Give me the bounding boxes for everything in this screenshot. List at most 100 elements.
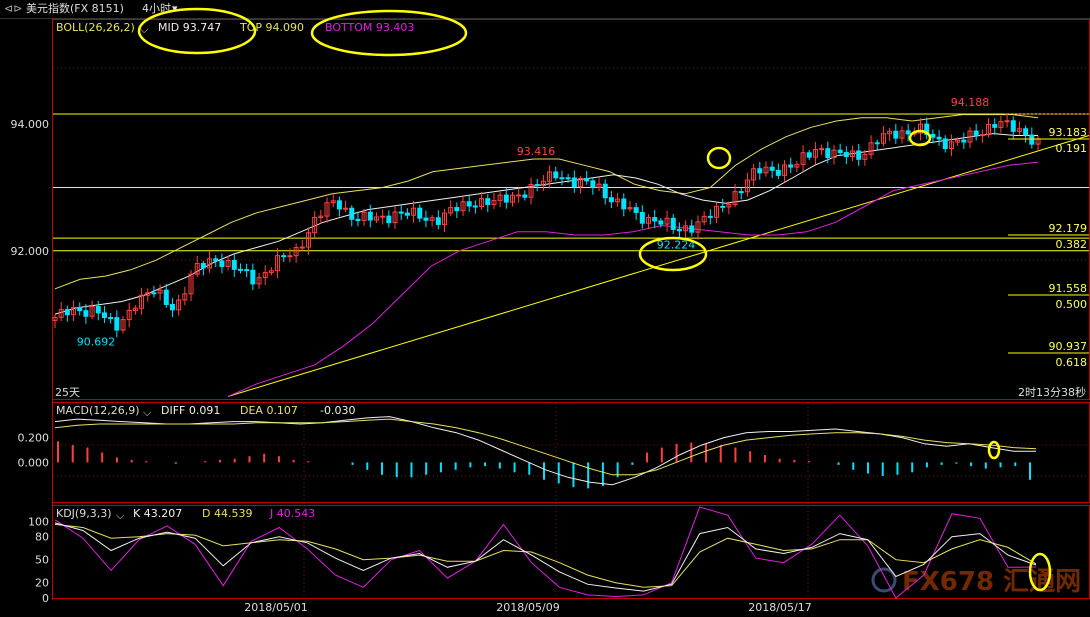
kdj-k-value: K 43.207 bbox=[133, 507, 182, 520]
candle-body bbox=[973, 130, 979, 137]
fib-ratio-label: 0.618 bbox=[1056, 356, 1088, 369]
candle-body bbox=[596, 183, 602, 188]
candle-body bbox=[930, 133, 936, 138]
candle-body bbox=[522, 194, 528, 198]
candle-body bbox=[361, 211, 367, 221]
candle-body bbox=[244, 269, 250, 272]
boll-name[interactable]: BOLL(26,26,2) bbox=[56, 21, 135, 34]
candle-body bbox=[992, 124, 998, 128]
main-panel-frame bbox=[52, 19, 1090, 400]
candle-body bbox=[819, 148, 825, 151]
candle-body bbox=[979, 134, 985, 137]
candle-body bbox=[695, 221, 701, 233]
candle-body bbox=[689, 225, 695, 233]
candle-body bbox=[120, 319, 126, 331]
candle-body bbox=[194, 262, 200, 275]
date-tick-label: 2018/05/09 bbox=[496, 601, 559, 614]
nav-arrows-icon[interactable]: ⊲⊳ bbox=[4, 2, 23, 15]
candles bbox=[52, 113, 1041, 338]
candle-body bbox=[324, 202, 330, 217]
candle-body bbox=[237, 268, 243, 271]
candle-body bbox=[460, 201, 466, 212]
macd-diff-line bbox=[54, 416, 1036, 486]
candle-body bbox=[788, 164, 794, 168]
candle-body bbox=[707, 215, 713, 218]
kdj-d-value: D 44.539 bbox=[202, 507, 252, 520]
fib-price-label: 92.179 bbox=[1049, 222, 1088, 235]
candle-body bbox=[312, 216, 318, 234]
candle-body bbox=[225, 259, 231, 268]
candle-body bbox=[553, 171, 559, 179]
price-annotation: 90.692 bbox=[77, 336, 116, 349]
candle-body bbox=[58, 309, 64, 318]
kdj-name[interactable]: KDJ(9,3,3) bbox=[56, 507, 112, 520]
breakout-highlight-circle bbox=[706, 146, 732, 170]
candle-body bbox=[646, 217, 652, 224]
candle-body bbox=[516, 194, 522, 197]
candle-body bbox=[108, 317, 114, 320]
candle-body bbox=[559, 177, 565, 180]
candle-body bbox=[1004, 120, 1010, 123]
bars-count-label: 25天 bbox=[55, 386, 80, 399]
candle-body bbox=[757, 168, 763, 174]
candle-body bbox=[744, 179, 750, 193]
candle-body bbox=[918, 123, 924, 134]
candle-body bbox=[281, 255, 287, 258]
fibonacci-labels: 93.183 0.191 92.179 0.382 91.558 0.500 90.937 0… bbox=[1008, 126, 1089, 369]
candle-body bbox=[565, 177, 571, 180]
boll-bottom-value: BOTTOM 93.403 bbox=[325, 21, 414, 34]
candle-body bbox=[782, 164, 788, 176]
kdj-caret-icon[interactable]: ⌵ bbox=[116, 509, 125, 522]
candle-body bbox=[837, 149, 843, 154]
boll-caret-icon[interactable]: ⌵ bbox=[140, 23, 149, 36]
candle-body bbox=[163, 289, 169, 305]
macd-caret-icon[interactable]: ⌵ bbox=[143, 406, 152, 419]
price-tick-label: 94.000 bbox=[11, 118, 50, 131]
candle-body bbox=[578, 178, 584, 188]
candle-body bbox=[850, 150, 856, 158]
candle-body bbox=[905, 130, 911, 135]
candle-body bbox=[683, 225, 689, 232]
candle-body bbox=[114, 317, 120, 331]
kdj-series bbox=[54, 506, 1037, 599]
instrument-title: 美元指数(FX 8151) bbox=[26, 2, 124, 15]
macd-name[interactable]: MACD(12,26,9) bbox=[56, 404, 140, 417]
candle-body bbox=[856, 150, 862, 160]
candle-body bbox=[843, 152, 849, 158]
candle-body bbox=[472, 205, 478, 208]
fib-ratio-label: 0.500 bbox=[1056, 298, 1088, 311]
candle-body bbox=[658, 220, 664, 225]
watermark-text: FX678 汇通网 bbox=[902, 567, 1081, 597]
candle-body bbox=[769, 166, 775, 171]
period-caret-icon[interactable]: ▾ bbox=[172, 2, 178, 15]
candle-body bbox=[207, 258, 213, 269]
kdj-highlight-circle bbox=[1028, 552, 1052, 592]
candle-body bbox=[200, 262, 206, 269]
candle-body bbox=[942, 138, 948, 150]
macd-series bbox=[54, 416, 1037, 489]
candle-body bbox=[423, 217, 429, 221]
kdj-tick-label: 0 bbox=[42, 592, 49, 605]
kdj-k-line bbox=[54, 522, 1037, 592]
fib-ratio-label: 0.191 bbox=[1056, 142, 1088, 155]
candle-body bbox=[627, 207, 633, 210]
candle-body bbox=[633, 207, 639, 213]
candle-body bbox=[763, 166, 769, 174]
candle-body bbox=[924, 123, 930, 135]
candle-body bbox=[380, 215, 386, 218]
candle-body bbox=[738, 191, 744, 194]
candle-body bbox=[961, 139, 967, 143]
candle-body bbox=[652, 217, 658, 222]
candle-body bbox=[1010, 120, 1016, 132]
candle-body bbox=[64, 309, 70, 316]
candle-body bbox=[132, 307, 138, 311]
candle-body bbox=[392, 211, 398, 224]
candle-body bbox=[404, 212, 410, 216]
date-tick-label: 2018/05/01 bbox=[244, 601, 307, 614]
annotation-circles bbox=[137, 7, 1052, 592]
candle-body bbox=[287, 255, 293, 258]
candle-body bbox=[411, 207, 417, 216]
candle-body bbox=[664, 217, 670, 225]
candle-body bbox=[714, 205, 720, 218]
